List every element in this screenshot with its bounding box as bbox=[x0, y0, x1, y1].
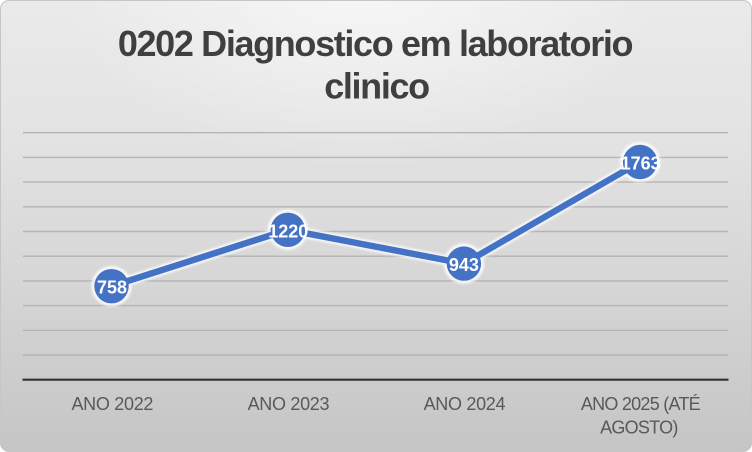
svg-text:ANO 2025 (ATÉ: ANO 2025 (ATÉ bbox=[581, 394, 701, 414]
svg-text:1220: 1220 bbox=[268, 221, 308, 241]
svg-text:clinico: clinico bbox=[324, 65, 429, 106]
svg-text:AGOSTO): AGOSTO) bbox=[600, 418, 677, 438]
svg-text:ANO 2023: ANO 2023 bbox=[248, 394, 330, 414]
svg-text:1763: 1763 bbox=[621, 154, 661, 174]
svg-text:ANO 2024: ANO 2024 bbox=[424, 394, 506, 414]
svg-text:ANO 2022: ANO 2022 bbox=[71, 394, 153, 414]
svg-text:943: 943 bbox=[449, 255, 479, 275]
svg-text:0202 Diagnostico em laboratori: 0202 Diagnostico em laboratorio bbox=[118, 23, 633, 64]
svg-text:758: 758 bbox=[97, 278, 127, 298]
